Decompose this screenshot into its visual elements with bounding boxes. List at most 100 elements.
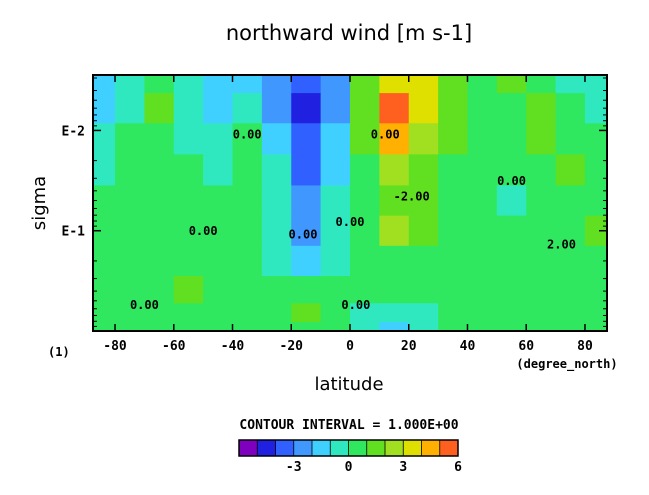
data-cell bbox=[261, 245, 292, 277]
data-cell bbox=[379, 215, 410, 247]
data-cell bbox=[438, 276, 468, 304]
data-cell bbox=[115, 185, 145, 217]
data-cell bbox=[291, 245, 322, 277]
contour-label: 0.00 bbox=[189, 224, 218, 238]
x-tick-label: -40 bbox=[221, 339, 245, 354]
data-cell bbox=[555, 322, 586, 331]
data-cell bbox=[173, 322, 204, 331]
data-cell bbox=[496, 215, 527, 247]
data-cell bbox=[350, 215, 380, 247]
data-cell bbox=[115, 154, 145, 186]
data-cell bbox=[173, 123, 204, 155]
contour-interval-text: CONTOUR INTERVAL = 1.000E+00 bbox=[239, 418, 458, 433]
data-cell bbox=[408, 154, 439, 186]
data-cell bbox=[320, 123, 351, 155]
colorbar-swatch bbox=[330, 440, 349, 456]
colorbar-swatch bbox=[275, 440, 295, 456]
data-cell bbox=[496, 322, 527, 331]
data-cell bbox=[526, 276, 557, 304]
data-cell bbox=[291, 154, 322, 186]
data-cell bbox=[467, 322, 498, 331]
data-cell bbox=[467, 123, 498, 155]
data-cell bbox=[467, 154, 498, 186]
data-cell bbox=[408, 75, 439, 94]
data-cell bbox=[438, 245, 468, 277]
data-cell bbox=[496, 154, 527, 186]
data-cell bbox=[320, 322, 351, 331]
x-tick-label: 40 bbox=[460, 339, 476, 354]
y-tick-label: E-2 bbox=[62, 124, 85, 139]
filled-contour-cells bbox=[93, 75, 607, 331]
data-cell bbox=[144, 75, 175, 94]
colorbar-swatch bbox=[257, 440, 276, 456]
colorbar-swatch bbox=[421, 440, 441, 456]
data-cell bbox=[93, 75, 116, 94]
colorbar-tick-label: 0 bbox=[345, 460, 353, 475]
contour-label: 0.00 bbox=[233, 127, 262, 141]
colorbar-tick-label: 6 bbox=[454, 460, 462, 475]
data-cell bbox=[379, 154, 410, 186]
data-cell bbox=[115, 215, 145, 247]
data-cell bbox=[261, 215, 292, 247]
data-cell bbox=[584, 75, 607, 94]
x-tick-label: -60 bbox=[162, 339, 186, 354]
data-cell bbox=[320, 185, 351, 217]
data-cell bbox=[93, 245, 116, 277]
x-tick-label: 20 bbox=[401, 339, 417, 354]
data-cell bbox=[232, 93, 263, 124]
data-cell bbox=[261, 93, 292, 124]
data-cell bbox=[173, 154, 204, 186]
data-cell bbox=[584, 123, 607, 155]
data-cell bbox=[115, 75, 145, 94]
data-cell bbox=[408, 303, 439, 323]
data-cell bbox=[379, 93, 410, 124]
data-cell bbox=[232, 75, 263, 94]
data-cell bbox=[555, 93, 586, 124]
data-cell bbox=[320, 303, 351, 323]
colorbar-swatch bbox=[366, 440, 386, 456]
x-tick-label: -20 bbox=[280, 339, 304, 354]
data-cell bbox=[526, 215, 557, 247]
data-cell bbox=[115, 276, 145, 304]
data-cell bbox=[261, 123, 292, 155]
data-cell bbox=[144, 245, 175, 277]
data-cell bbox=[467, 215, 498, 247]
data-cell bbox=[203, 185, 234, 217]
data-cell bbox=[555, 154, 586, 186]
data-cell bbox=[291, 276, 322, 304]
data-cell bbox=[144, 322, 175, 331]
data-cell bbox=[93, 185, 116, 217]
x-axis-label: latitude bbox=[314, 374, 383, 395]
x-axis: -80 -60 -40 -20 0 20 40 60 80 bbox=[103, 75, 593, 354]
data-cell bbox=[320, 93, 351, 124]
data-cell bbox=[261, 75, 292, 94]
data-cell bbox=[467, 303, 498, 323]
data-cell bbox=[144, 185, 175, 217]
data-cell bbox=[115, 93, 145, 124]
data-cell bbox=[93, 123, 116, 155]
data-cell bbox=[379, 185, 410, 217]
data-cell bbox=[291, 215, 322, 247]
data-cell bbox=[232, 276, 263, 304]
data-cell bbox=[584, 185, 607, 217]
data-cell bbox=[232, 245, 263, 277]
data-cell bbox=[467, 185, 498, 217]
data-cell bbox=[261, 322, 292, 331]
data-cell bbox=[496, 75, 527, 94]
data-cell bbox=[379, 322, 410, 331]
data-cell bbox=[232, 123, 263, 155]
data-cell bbox=[93, 215, 116, 247]
data-cell bbox=[496, 93, 527, 124]
data-cell bbox=[350, 322, 380, 331]
x-tick-label: -80 bbox=[103, 339, 127, 354]
contour-label: 0.00 bbox=[497, 174, 526, 188]
data-cell bbox=[379, 303, 410, 323]
colorbar-swatch bbox=[348, 440, 368, 456]
data-cell bbox=[555, 276, 586, 304]
data-cell bbox=[291, 75, 322, 94]
page-label: (1) bbox=[48, 345, 70, 359]
x-tick-label: 0 bbox=[346, 339, 354, 354]
data-cell bbox=[203, 276, 234, 304]
data-cell bbox=[438, 303, 468, 323]
